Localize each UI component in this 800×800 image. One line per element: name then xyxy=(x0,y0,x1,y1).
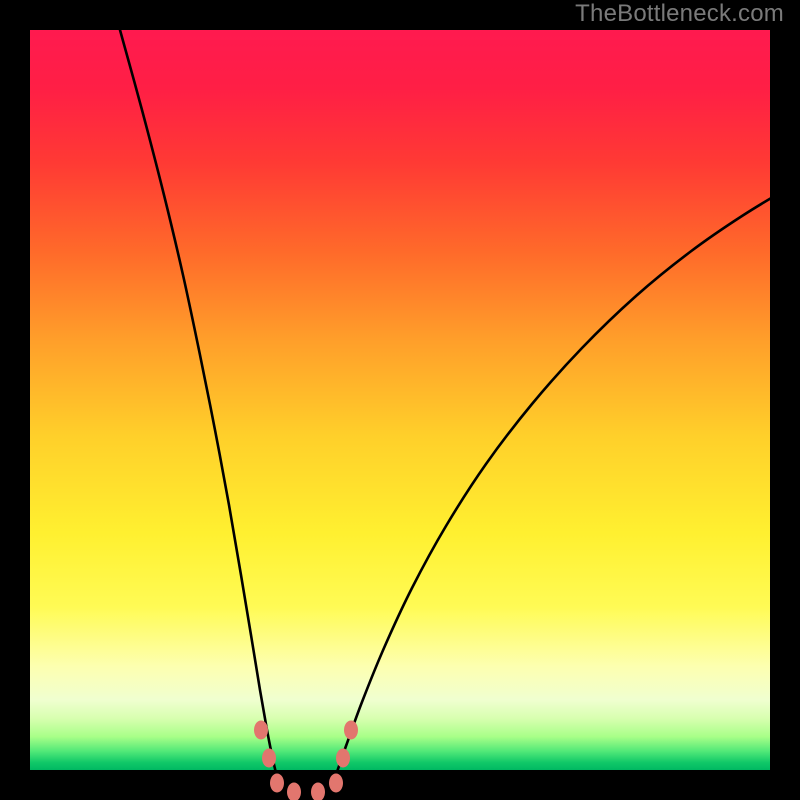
curve-marker xyxy=(336,749,350,768)
curve-marker xyxy=(287,783,301,800)
curve-marker xyxy=(270,774,284,793)
stage: TheBottleneck.com xyxy=(0,0,800,800)
curve-marker xyxy=(344,721,358,740)
chart-svg xyxy=(0,0,800,800)
curve-marker xyxy=(262,749,276,768)
curve-marker xyxy=(311,783,325,800)
plot-background xyxy=(30,30,770,770)
curve-marker xyxy=(254,721,268,740)
curve-marker xyxy=(329,774,343,793)
